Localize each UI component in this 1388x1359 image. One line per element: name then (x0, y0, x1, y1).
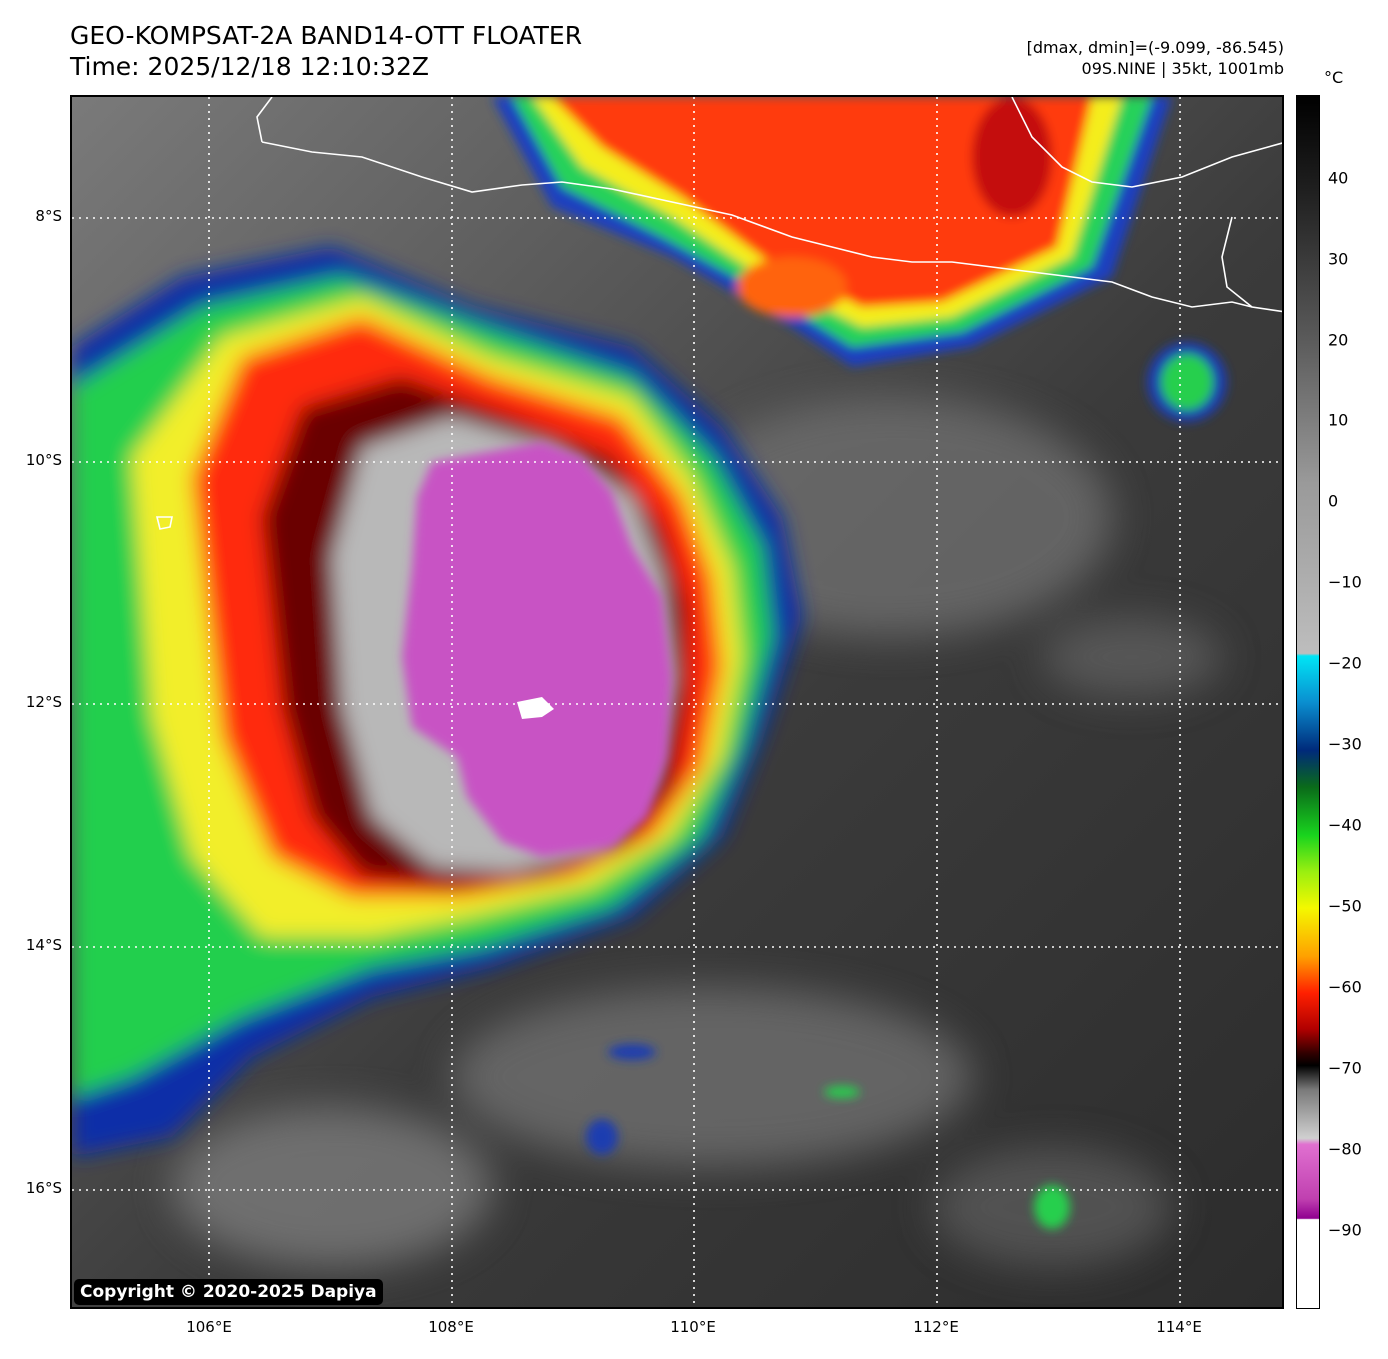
coastlines (155, 97, 1282, 530)
colorbar-tick-minus80: −80 (1328, 1139, 1362, 1159)
colorbar-tick-20: 20 (1328, 330, 1349, 350)
colorbar-tick-minus30: −30 (1328, 734, 1362, 754)
colorbar-tick-minus90: −90 (1328, 1220, 1362, 1240)
storm-text: 09S.NINE | 35kt, 1001mb (1081, 59, 1284, 78)
colorbar-tick-30: 30 (1328, 249, 1349, 269)
lat-label-12s: 12°S (25, 693, 62, 711)
lon-label-108e: 108°E (428, 1318, 474, 1336)
colorbar-tick-minus10: −10 (1328, 572, 1362, 592)
title-time: Time: 2025/12/18 12:10:32Z (70, 52, 429, 81)
stats-text: [dmax, dmin]=(-9.099, -86.545) (1026, 38, 1284, 57)
title-product: GEO-KOMPSAT-2A BAND14-OTT FLOATER (70, 21, 583, 50)
copyright-badge: Copyright © 2020-2025 Dapiya (74, 1279, 383, 1305)
lon-label-110e: 110°E (670, 1318, 716, 1336)
colorbar-tick-minus60: −60 (1328, 977, 1362, 997)
colorbar-tick-minus40: −40 (1328, 815, 1362, 835)
cold-cloud-top (402, 442, 672, 857)
colorbar-tick-10: 10 (1328, 410, 1349, 430)
colorbar-tick-40: 40 (1328, 168, 1349, 188)
colorbar-tick-minus70: −70 (1328, 1058, 1362, 1078)
lat-label-16s: 16°S (25, 1179, 62, 1197)
colorbar-tick-minus50: −50 (1328, 896, 1362, 916)
colorbar (1296, 95, 1320, 1309)
northern-convection (492, 97, 1172, 367)
colorbar-tick-minus20: −20 (1328, 653, 1362, 673)
colorbar-unit: °C (1324, 68, 1344, 87)
lon-label-112e: 112°E (913, 1318, 959, 1336)
figure-title: GEO-KOMPSAT-2A BAND14-OTT FLOATER Time: … (70, 20, 582, 82)
imagery-layer (72, 97, 1282, 1307)
coldest-pixels (517, 697, 554, 719)
lat-label-8s: 8°S (35, 207, 62, 225)
isolated-convection (586, 342, 1227, 1229)
figure-meta: [dmax, dmin]=(-9.099, -86.545) 09S.NINE … (1027, 37, 1284, 79)
satellite-map[interactable]: Copyright © 2020-2025 Dapiya (70, 95, 1284, 1309)
lat-label-14s: 14°S (25, 936, 62, 954)
lon-label-106e: 106°E (186, 1318, 232, 1336)
colorbar-tick-0: 0 (1328, 491, 1339, 511)
lon-label-114e: 114°E (1156, 1318, 1202, 1336)
lat-label-10s: 10°S (25, 451, 62, 469)
